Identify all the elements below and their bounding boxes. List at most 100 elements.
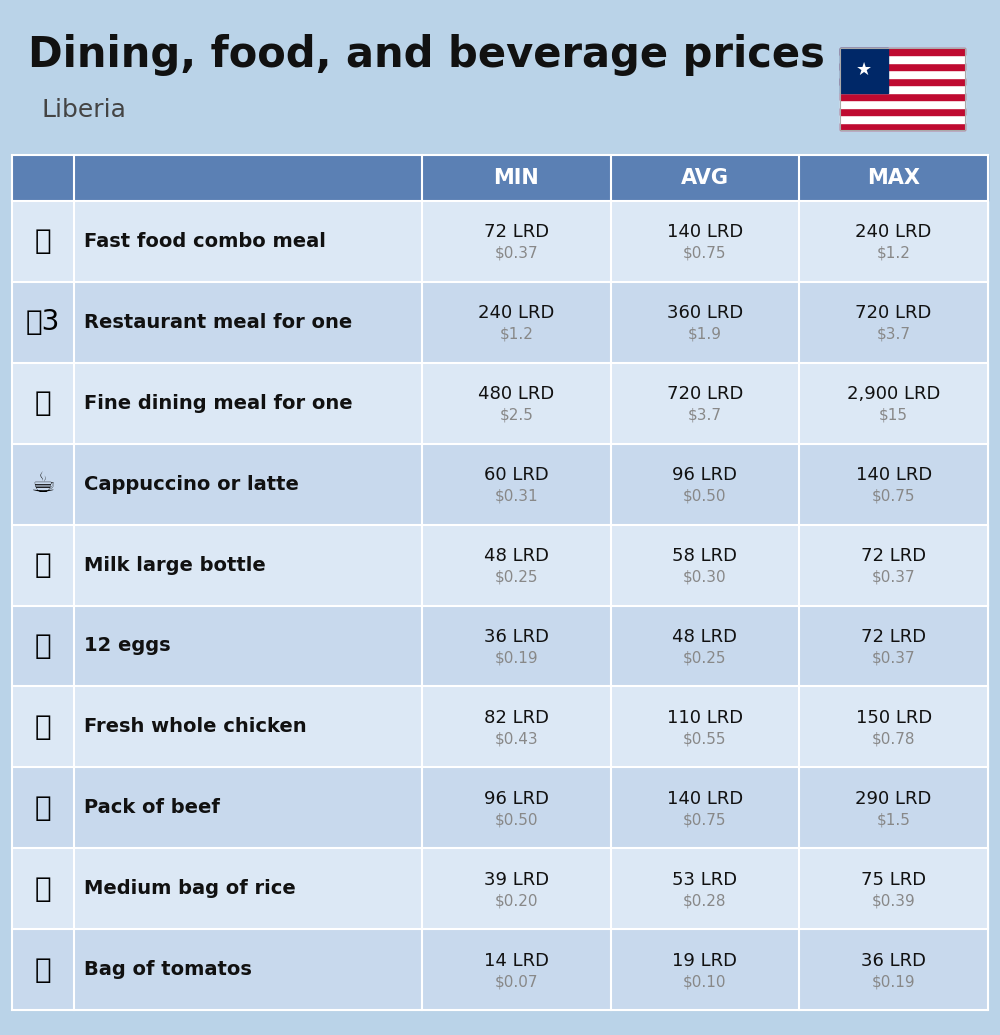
- Text: 🍚: 🍚: [35, 875, 51, 903]
- Text: $0.19: $0.19: [872, 974, 915, 989]
- Text: $0.50: $0.50: [495, 812, 538, 827]
- Text: 🥚: 🥚: [35, 632, 51, 660]
- Bar: [12, 849, 988, 929]
- Text: $15: $15: [879, 408, 908, 422]
- Text: $0.37: $0.37: [495, 246, 538, 261]
- Text: $1.9: $1.9: [688, 327, 722, 342]
- Text: Fresh whole chicken: Fresh whole chicken: [84, 717, 307, 736]
- Bar: [12, 525, 988, 605]
- Text: 🍔: 🍔: [35, 228, 51, 256]
- Text: 140 LRD: 140 LRD: [856, 466, 932, 484]
- Text: Fine dining meal for one: Fine dining meal for one: [84, 393, 353, 413]
- Text: MIN: MIN: [493, 168, 539, 188]
- Bar: [12, 686, 988, 767]
- Text: 240 LRD: 240 LRD: [478, 304, 555, 322]
- Text: 🍽: 🍽: [35, 389, 51, 417]
- Text: 🌷3: 🌷3: [26, 308, 60, 336]
- Text: $0.37: $0.37: [872, 569, 915, 585]
- Text: 82 LRD: 82 LRD: [484, 709, 549, 727]
- Text: $0.75: $0.75: [683, 246, 727, 261]
- Bar: [12, 201, 988, 282]
- Bar: [840, 63, 965, 70]
- Bar: [12, 282, 988, 363]
- Text: $3.7: $3.7: [877, 327, 911, 342]
- Text: $0.43: $0.43: [495, 732, 538, 746]
- Text: $0.31: $0.31: [495, 489, 538, 504]
- Bar: [840, 70, 965, 78]
- Text: 39 LRD: 39 LRD: [484, 870, 549, 889]
- Bar: [12, 767, 988, 849]
- Text: Restaurant meal for one: Restaurant meal for one: [84, 313, 352, 332]
- Text: $0.19: $0.19: [495, 650, 538, 666]
- Text: $1.5: $1.5: [877, 812, 911, 827]
- Text: 19 LRD: 19 LRD: [672, 951, 738, 970]
- Text: 290 LRD: 290 LRD: [855, 790, 932, 807]
- Bar: [840, 78, 965, 85]
- Text: MAX: MAX: [867, 168, 920, 188]
- Text: 48 LRD: 48 LRD: [672, 628, 738, 646]
- Text: $0.28: $0.28: [683, 893, 727, 908]
- Text: 140 LRD: 140 LRD: [667, 790, 743, 807]
- Text: 12 eggs: 12 eggs: [84, 637, 171, 655]
- Text: $0.50: $0.50: [683, 489, 727, 504]
- Text: 96 LRD: 96 LRD: [672, 466, 738, 484]
- Text: 60 LRD: 60 LRD: [484, 466, 549, 484]
- Text: ★: ★: [856, 61, 872, 80]
- Text: $0.78: $0.78: [872, 732, 915, 746]
- Text: $0.55: $0.55: [683, 732, 727, 746]
- Text: 96 LRD: 96 LRD: [484, 790, 549, 807]
- Text: 36 LRD: 36 LRD: [861, 951, 926, 970]
- Bar: [840, 48, 965, 56]
- Text: $0.25: $0.25: [683, 650, 727, 666]
- Text: $3.7: $3.7: [688, 408, 722, 422]
- Text: $2.5: $2.5: [499, 408, 533, 422]
- Text: $0.37: $0.37: [872, 650, 915, 666]
- Text: 150 LRD: 150 LRD: [856, 709, 932, 727]
- Text: AVG: AVG: [681, 168, 729, 188]
- Bar: [840, 122, 965, 130]
- Bar: [840, 85, 965, 93]
- Bar: [840, 100, 965, 108]
- Bar: [12, 929, 988, 1010]
- Text: Bag of tomatos: Bag of tomatos: [84, 960, 252, 979]
- Text: 🍅: 🍅: [35, 955, 51, 983]
- Text: 240 LRD: 240 LRD: [855, 224, 932, 241]
- Text: 🥛: 🥛: [35, 551, 51, 579]
- Text: 75 LRD: 75 LRD: [861, 870, 926, 889]
- Text: 🥩: 🥩: [35, 794, 51, 822]
- Text: ☕: ☕: [31, 470, 55, 498]
- Bar: [12, 363, 988, 444]
- Text: Milk large bottle: Milk large bottle: [84, 556, 266, 574]
- Text: $0.75: $0.75: [683, 812, 727, 827]
- Text: Dining, food, and beverage prices: Dining, food, and beverage prices: [28, 34, 825, 76]
- Bar: [840, 108, 965, 115]
- Text: 720 LRD: 720 LRD: [855, 304, 932, 322]
- Text: Medium bag of rice: Medium bag of rice: [84, 879, 296, 898]
- Text: Fast food combo meal: Fast food combo meal: [84, 232, 326, 250]
- Bar: [840, 48, 965, 130]
- Text: 72 LRD: 72 LRD: [861, 548, 926, 565]
- Text: $0.75: $0.75: [872, 489, 915, 504]
- Text: 360 LRD: 360 LRD: [667, 304, 743, 322]
- Text: $0.30: $0.30: [683, 569, 727, 585]
- Bar: [12, 155, 988, 201]
- Bar: [12, 444, 988, 525]
- Bar: [840, 115, 965, 122]
- Bar: [840, 56, 965, 63]
- Text: 140 LRD: 140 LRD: [667, 224, 743, 241]
- Bar: [840, 93, 965, 100]
- Text: 🍗: 🍗: [35, 713, 51, 741]
- Text: 72 LRD: 72 LRD: [484, 224, 549, 241]
- Bar: [840, 48, 888, 93]
- Text: $0.20: $0.20: [495, 893, 538, 908]
- Text: $1.2: $1.2: [499, 327, 533, 342]
- Text: 53 LRD: 53 LRD: [672, 870, 738, 889]
- Text: 110 LRD: 110 LRD: [667, 709, 743, 727]
- Text: Liberia: Liberia: [42, 98, 127, 122]
- Text: 2,900 LRD: 2,900 LRD: [847, 385, 940, 404]
- Text: Pack of beef: Pack of beef: [84, 798, 220, 818]
- Text: $0.10: $0.10: [683, 974, 727, 989]
- Text: $0.39: $0.39: [872, 893, 916, 908]
- Text: 480 LRD: 480 LRD: [478, 385, 554, 404]
- Text: $0.25: $0.25: [495, 569, 538, 585]
